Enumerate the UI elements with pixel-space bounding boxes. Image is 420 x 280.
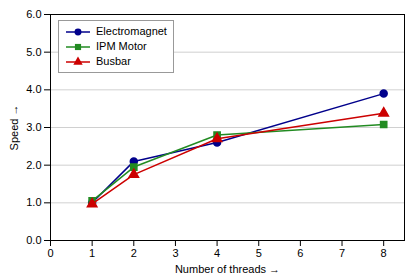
svg-text:1.0: 1.0 — [26, 196, 41, 208]
svg-text:2.0: 2.0 — [26, 159, 41, 171]
svg-text:2: 2 — [131, 247, 137, 259]
svg-text:4: 4 — [214, 247, 220, 259]
svg-text:0: 0 — [47, 247, 53, 259]
svg-text:4.0: 4.0 — [26, 83, 41, 95]
html-text:IPM Motor: IPM Motor — [96, 40, 147, 52]
svg-text:3.0: 3.0 — [26, 121, 41, 133]
svg-text:Number of threads →: Number of threads → — [175, 263, 280, 275]
svg-text:5.0: 5.0 — [26, 46, 41, 58]
svg-text:8: 8 — [381, 247, 387, 259]
html-text:Electromagnet: Electromagnet — [96, 25, 167, 37]
svg-text:7: 7 — [339, 247, 345, 259]
svg-text:6: 6 — [297, 247, 303, 259]
svg-text:3: 3 — [172, 247, 178, 259]
svg-text:5: 5 — [256, 247, 262, 259]
svg-text:1: 1 — [89, 247, 95, 259]
svg-text:6.0: 6.0 — [26, 8, 41, 20]
svg-text:0.0: 0.0 — [26, 234, 41, 246]
html-text:Busbar: Busbar — [96, 55, 131, 67]
svg-text:Speed →: Speed → — [8, 105, 20, 151]
